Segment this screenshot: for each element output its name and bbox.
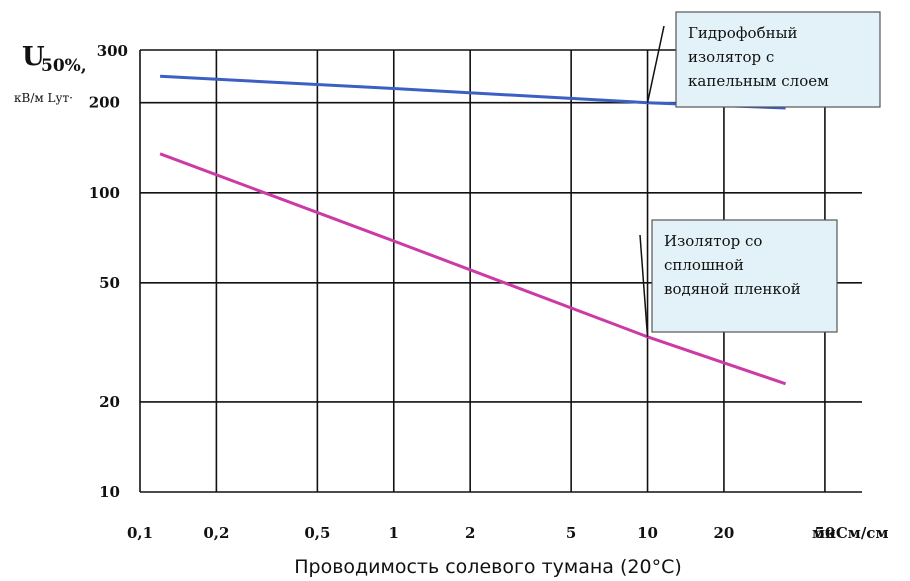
y-axis-label-units: кВ/м Lут· [14,91,73,105]
annotation-leader-line [646,25,665,103]
annotation-box [651,219,838,333]
annotation-text: изолятор с [688,48,774,66]
x-tick-label: 0,5 [304,524,330,542]
tick-labels: 0,1 0,2 0,5 1 2 5 10 20 50 10 20 50 100 200 300 [89,42,836,542]
annotation-text: Изолятор со [664,232,762,250]
x-tick-label: 50 [814,524,835,542]
series-line-2 [159,152,787,386]
x-tick-label: 0,2 [203,524,229,542]
y-axis-label-main: U [22,42,45,72]
x-tick-label: 0,1 [127,524,153,542]
x-tick-label: 10 [637,524,658,542]
annotation-box [675,11,881,108]
x-tick-label: 1 [389,524,399,542]
annotation-text: Гидрофобный [688,24,798,42]
y-tick-label: 300 [97,42,128,60]
y-tick-label: 10 [99,483,120,501]
x-tick-label: 2 [465,524,475,542]
x-axis-label: Проводимость солевого тумана (20°С) [294,556,682,578]
x-tick-label: 5 [566,524,576,542]
y-tick-label: 200 [89,94,120,112]
annotations: Гидрофобный изолятор с капельным слоем Изол… [639,11,881,337]
x-unit-label: мкСм/см [812,524,888,542]
y-axis-label-subscript: 50%, [41,56,87,76]
annotation-text: сплошной [664,256,744,274]
x-tick-label: 20 [713,524,734,542]
y-tick-label: 20 [99,393,120,411]
annotation-text: капельным слоем [688,72,829,90]
y-tick-label: 100 [89,184,120,202]
annotation-leader-line [639,234,649,337]
annotation-text: водяной пленкой [664,280,801,298]
y-tick-label: 50 [99,274,120,292]
